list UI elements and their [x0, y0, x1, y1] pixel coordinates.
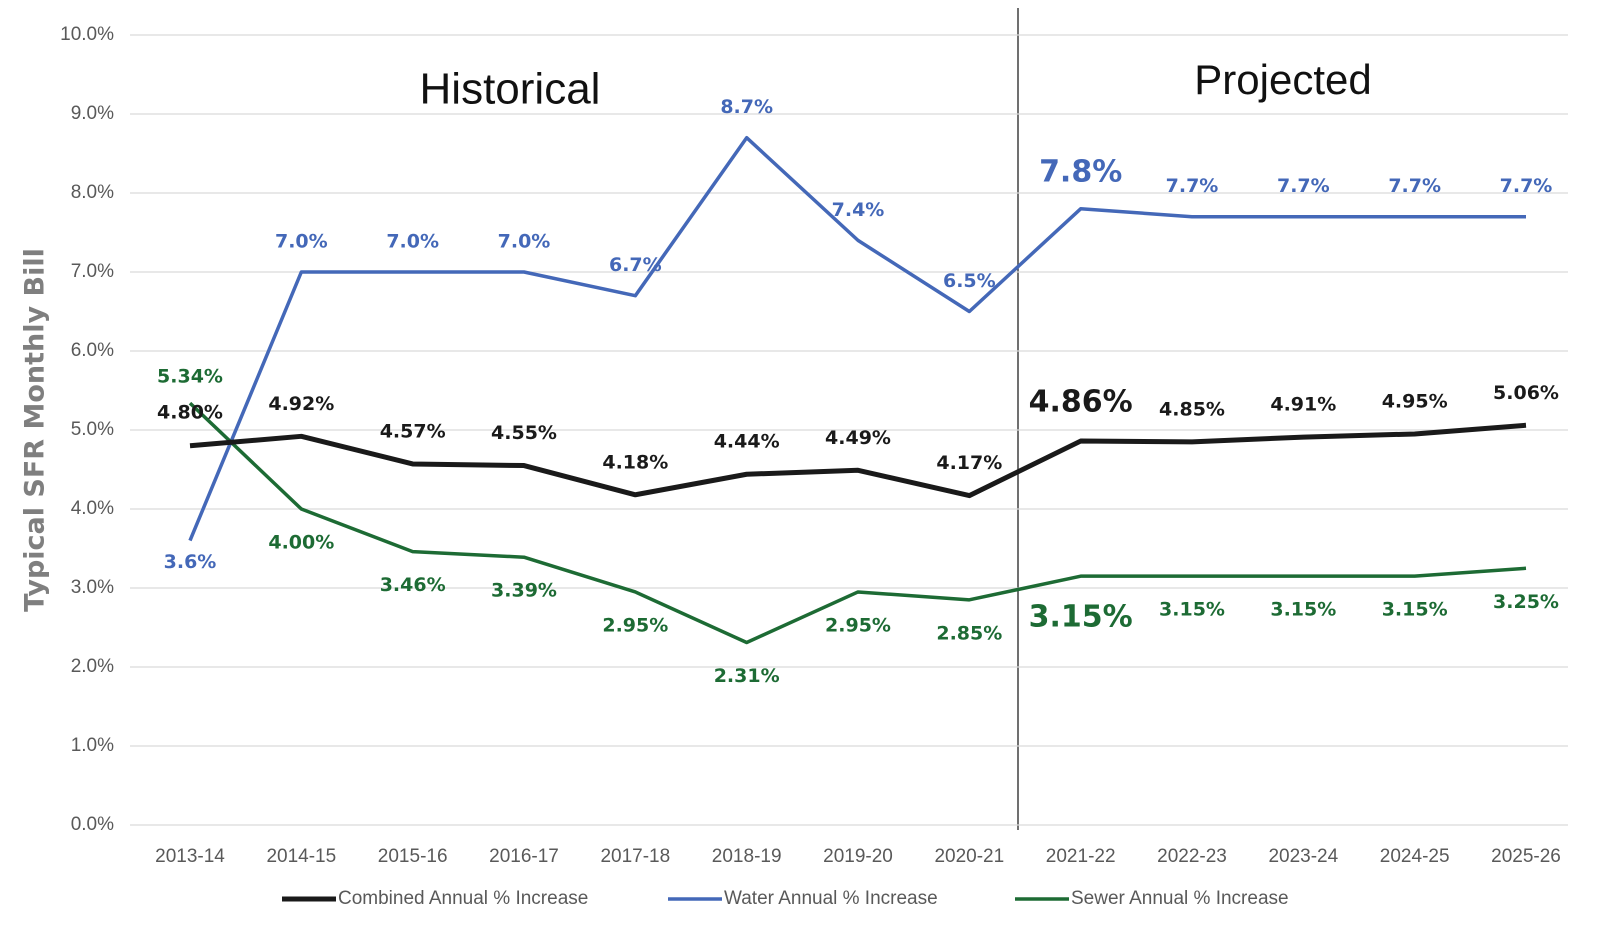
- value-label: 4.91%: [1270, 394, 1336, 416]
- value-label: 4.18%: [602, 451, 668, 473]
- value-label: 2.85%: [936, 622, 1002, 644]
- value-label: 4.57%: [380, 420, 446, 442]
- x-tick-label: 2019-20: [823, 846, 893, 867]
- value-label: 4.00%: [268, 532, 334, 554]
- x-tick-label: 2021-22: [1046, 846, 1116, 867]
- value-label: 4.55%: [491, 422, 557, 444]
- y-tick-label: 4.0%: [71, 498, 114, 519]
- y-tick-label: 6.0%: [71, 340, 114, 361]
- value-label: 7.8%: [1039, 154, 1122, 189]
- y-tick-label: 3.0%: [71, 577, 114, 598]
- annotation: Historical: [420, 65, 601, 114]
- y-tick-label: 2.0%: [71, 656, 114, 677]
- value-label: 5.06%: [1493, 382, 1559, 404]
- x-tick-label: 2013-14: [155, 846, 225, 867]
- value-label: 4.95%: [1382, 390, 1448, 412]
- value-label: 7.0%: [498, 231, 551, 253]
- value-label: 5.34%: [157, 366, 223, 388]
- value-label: 7.7%: [1388, 175, 1441, 197]
- y-tick-label: 5.0%: [71, 419, 114, 440]
- y-tick-label: 1.0%: [71, 735, 114, 756]
- y-tick-label: 7.0%: [71, 261, 114, 282]
- x-tick-label: 2016-17: [489, 846, 559, 867]
- legend-label: Combined Annual % Increase: [338, 888, 588, 909]
- x-tick-label: 2024-25: [1380, 846, 1450, 867]
- legend-label: Water Annual % Increase: [724, 888, 938, 909]
- line: [188, 401, 1527, 645]
- line: [188, 135, 1526, 542]
- value-label: 2.31%: [714, 665, 780, 687]
- value-label: 3.46%: [380, 574, 446, 596]
- value-label: 3.25%: [1493, 591, 1559, 613]
- value-label: 3.15%: [1270, 599, 1336, 621]
- value-label: 7.0%: [386, 231, 439, 253]
- y-tick-label: 9.0%: [71, 103, 114, 124]
- value-label: 2.95%: [602, 614, 668, 636]
- value-label: 7.7%: [1500, 175, 1553, 197]
- value-label: 7.0%: [275, 231, 328, 253]
- annotation: Projected: [1194, 56, 1371, 103]
- y-tick-label: 0.0%: [71, 814, 114, 835]
- value-label: 7.4%: [832, 199, 885, 221]
- y-tick-label: 10.0%: [60, 24, 114, 45]
- x-tick-label: 2017-18: [600, 846, 670, 867]
- value-label: 3.15%: [1029, 600, 1133, 635]
- value-label: 6.7%: [609, 254, 662, 276]
- x-tick-label: 2018-19: [712, 846, 782, 867]
- x-tick-label: 2023-24: [1268, 846, 1338, 867]
- value-label: 6.5%: [943, 270, 996, 292]
- value-label: 3.6%: [164, 551, 217, 573]
- value-label: 3.15%: [1159, 599, 1225, 621]
- value-label: 4.80%: [157, 401, 223, 423]
- value-label: 4.86%: [1029, 385, 1133, 420]
- value-label: 4.44%: [714, 431, 780, 453]
- value-label: 4.49%: [825, 427, 891, 449]
- y-tick-label: 8.0%: [71, 182, 114, 203]
- value-label: 3.15%: [1382, 599, 1448, 621]
- x-tick-label: 2025-26: [1491, 846, 1561, 867]
- legend-label: Sewer Annual % Increase: [1071, 888, 1289, 909]
- value-label: 7.7%: [1166, 175, 1219, 197]
- value-label: 2.95%: [825, 614, 891, 636]
- value-label: 4.92%: [268, 393, 334, 415]
- value-label: 4.17%: [936, 452, 1002, 474]
- value-label: 8.7%: [720, 96, 773, 118]
- x-tick-label: 2020-21: [934, 846, 1004, 867]
- x-tick-label: 2015-16: [378, 846, 448, 867]
- line: [189, 422, 1527, 499]
- y-axis-title: Typical SFR Monthly Bill: [20, 248, 51, 612]
- x-tick-label: 2014-15: [266, 846, 336, 867]
- value-label: 4.85%: [1159, 398, 1225, 420]
- value-label: 7.7%: [1277, 175, 1330, 197]
- x-tick-label: 2022-23: [1157, 846, 1227, 867]
- value-label: 3.39%: [491, 580, 557, 602]
